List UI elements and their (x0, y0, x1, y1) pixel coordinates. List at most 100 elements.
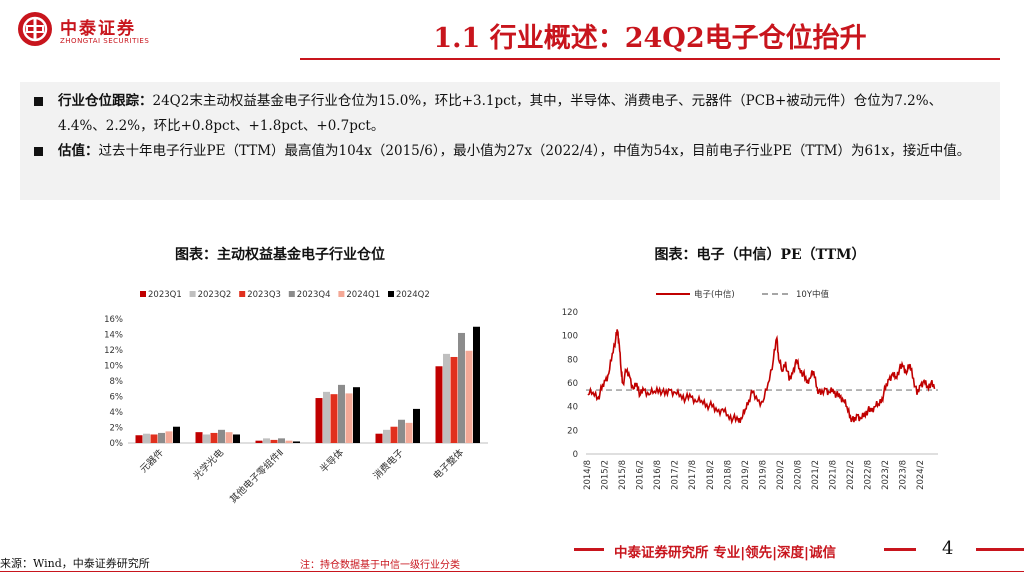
line-chart: 电子(中信) 10Y中值 0 20 40 60 80 100 120 2014/8 2015/2 20… (562, 289, 938, 490)
bar (315, 398, 323, 443)
legend-label: 2023Q3 (247, 290, 281, 300)
summary-item-label: 估值： (58, 143, 99, 159)
pe-series-line (587, 329, 936, 425)
x-tick-label: 2020/2 (776, 460, 786, 490)
title-divider (300, 58, 1000, 60)
legend-label: 2023Q1 (148, 290, 182, 300)
bar (285, 440, 293, 443)
summary-item-valuation: 估值：过去十年电子行业PE（TTM）最高值为104x（2015/6），最小值为2… (34, 139, 984, 164)
x-tick-label: 2015/8 (618, 460, 628, 490)
page-title: 1.1 行业概述：24Q2电子仓位抬升 (433, 23, 867, 54)
bar (143, 433, 150, 443)
bar (255, 440, 263, 443)
bar (278, 438, 285, 443)
summary-item-text: 过去十年电子行业PE（TTM）最高值为104x（2015/6），最小值为27x（… (98, 143, 971, 159)
y-tick-label: 2% (110, 424, 124, 434)
footer-accent-bar (574, 548, 604, 551)
y-tick-label: 16% (104, 315, 123, 325)
bar (233, 434, 240, 443)
y-tick-label: 60 (567, 379, 578, 389)
legend-label: 2024Q1 (346, 290, 380, 300)
legend-swatch (140, 291, 146, 297)
legend-label: 电子(中信) (694, 289, 735, 300)
x-tick-label: 2016/2 (636, 460, 646, 490)
footnote: 注：持仓数据基于中信一级行业分类 (300, 560, 460, 571)
source-note: 来源：Wind，中泰证券研究所 (0, 557, 150, 570)
y-tick-label: 8% (110, 377, 124, 387)
bar-chart: 2023Q1 2023Q2 2023Q3 2023Q4 2024Q1 2024Q2 0% 2%… (104, 290, 488, 506)
x-tick-label: 2021/2 (811, 460, 821, 490)
bar (210, 432, 218, 443)
line-chart-title: 图表：电子（中信）PE（TTM） (654, 247, 866, 263)
category-label: 其他电子零组件Ⅱ (227, 447, 286, 506)
bar (398, 419, 405, 443)
bar (383, 429, 390, 443)
y-tick-label: 20 (567, 426, 578, 436)
footer-accent-bar (976, 548, 1024, 551)
bar (458, 332, 465, 443)
y-tick-label: 10% (104, 362, 123, 372)
x-tick-label: 2019/2 (741, 460, 751, 490)
summary-item-position: 行业仓位跟踪：24Q2末主动权益基金电子行业仓位为15.0%，环比+3.1pct… (34, 89, 984, 139)
y-tick-label: 0% (110, 439, 124, 449)
x-tick-label: 2022/2 (846, 460, 856, 490)
legend-swatch (239, 291, 246, 297)
bar (473, 326, 480, 443)
y-tick-label: 100 (562, 332, 578, 342)
x-tick-label: 2014/8 (583, 460, 593, 490)
bar (195, 432, 203, 443)
y-tick-label: 4% (110, 408, 124, 418)
bar (158, 432, 165, 443)
y-tick-label: 14% (104, 331, 123, 341)
x-tick-label: 2017/2 (671, 460, 681, 490)
bar (293, 441, 300, 443)
category-label: 半导体 (317, 446, 346, 475)
legend-swatch (288, 291, 295, 297)
summary-item-text: 24Q2末主动权益基金电子行业仓位为15.0%，环比+3.1pct，其中，半导体… (58, 93, 943, 134)
bar (135, 435, 143, 443)
bar (353, 387, 360, 443)
bar (330, 394, 338, 443)
bar (218, 429, 225, 443)
logo-name-en: ZHONGTAI SECURITIES (60, 37, 150, 45)
bar (390, 426, 398, 443)
x-tick-label: 2015/2 (601, 460, 611, 490)
legend-swatch (388, 291, 394, 297)
legend-swatch (338, 291, 345, 297)
footer-divider (0, 571, 1024, 572)
bar (150, 434, 158, 443)
bar (173, 426, 180, 443)
y-tick-label: 0 (573, 450, 578, 460)
bar (465, 350, 473, 443)
bar (203, 434, 210, 443)
category-label: 光学光电 (191, 446, 227, 482)
bar (405, 422, 413, 443)
legend-label: 10Y中值 (796, 289, 830, 300)
y-tick-label: 120 (562, 308, 578, 318)
company-logo: 中泰证券 ZHONGTAI SECURITIES (14, 10, 164, 50)
y-tick-label: 12% (104, 346, 123, 356)
x-tick-label: 2024/2 (916, 460, 926, 490)
bar (270, 439, 278, 443)
legend-label: 2023Q2 (198, 290, 232, 300)
logo-mark-icon (18, 12, 52, 46)
x-tick-label: 2019/8 (758, 460, 768, 490)
y-tick-label: 40 (567, 403, 578, 413)
summary-item-label: 行业仓位跟踪： (58, 93, 153, 109)
x-tick-label: 2023/8 (898, 460, 908, 490)
summary-box: 行业仓位跟踪：24Q2末主动权益基金电子行业仓位为15.0%，环比+3.1pct… (20, 82, 1000, 200)
bullet-square-icon (34, 97, 43, 106)
logo-name-cn: 中泰证券 (60, 19, 136, 39)
bar-chart-title: 图表：主动权益基金电子行业仓位 (175, 247, 385, 263)
bar (165, 431, 173, 443)
bar (323, 391, 330, 443)
category-label: 元器件 (137, 446, 166, 475)
y-tick-label: 80 (567, 355, 578, 365)
x-tick-label: 2016/8 (653, 460, 663, 490)
x-tick-label: 2017/8 (688, 460, 698, 490)
bar (435, 366, 443, 443)
x-tick-label: 2023/2 (881, 460, 891, 490)
category-label: 电子整体 (431, 446, 467, 482)
category-label: 消费电子 (371, 446, 407, 482)
bar (375, 433, 383, 443)
